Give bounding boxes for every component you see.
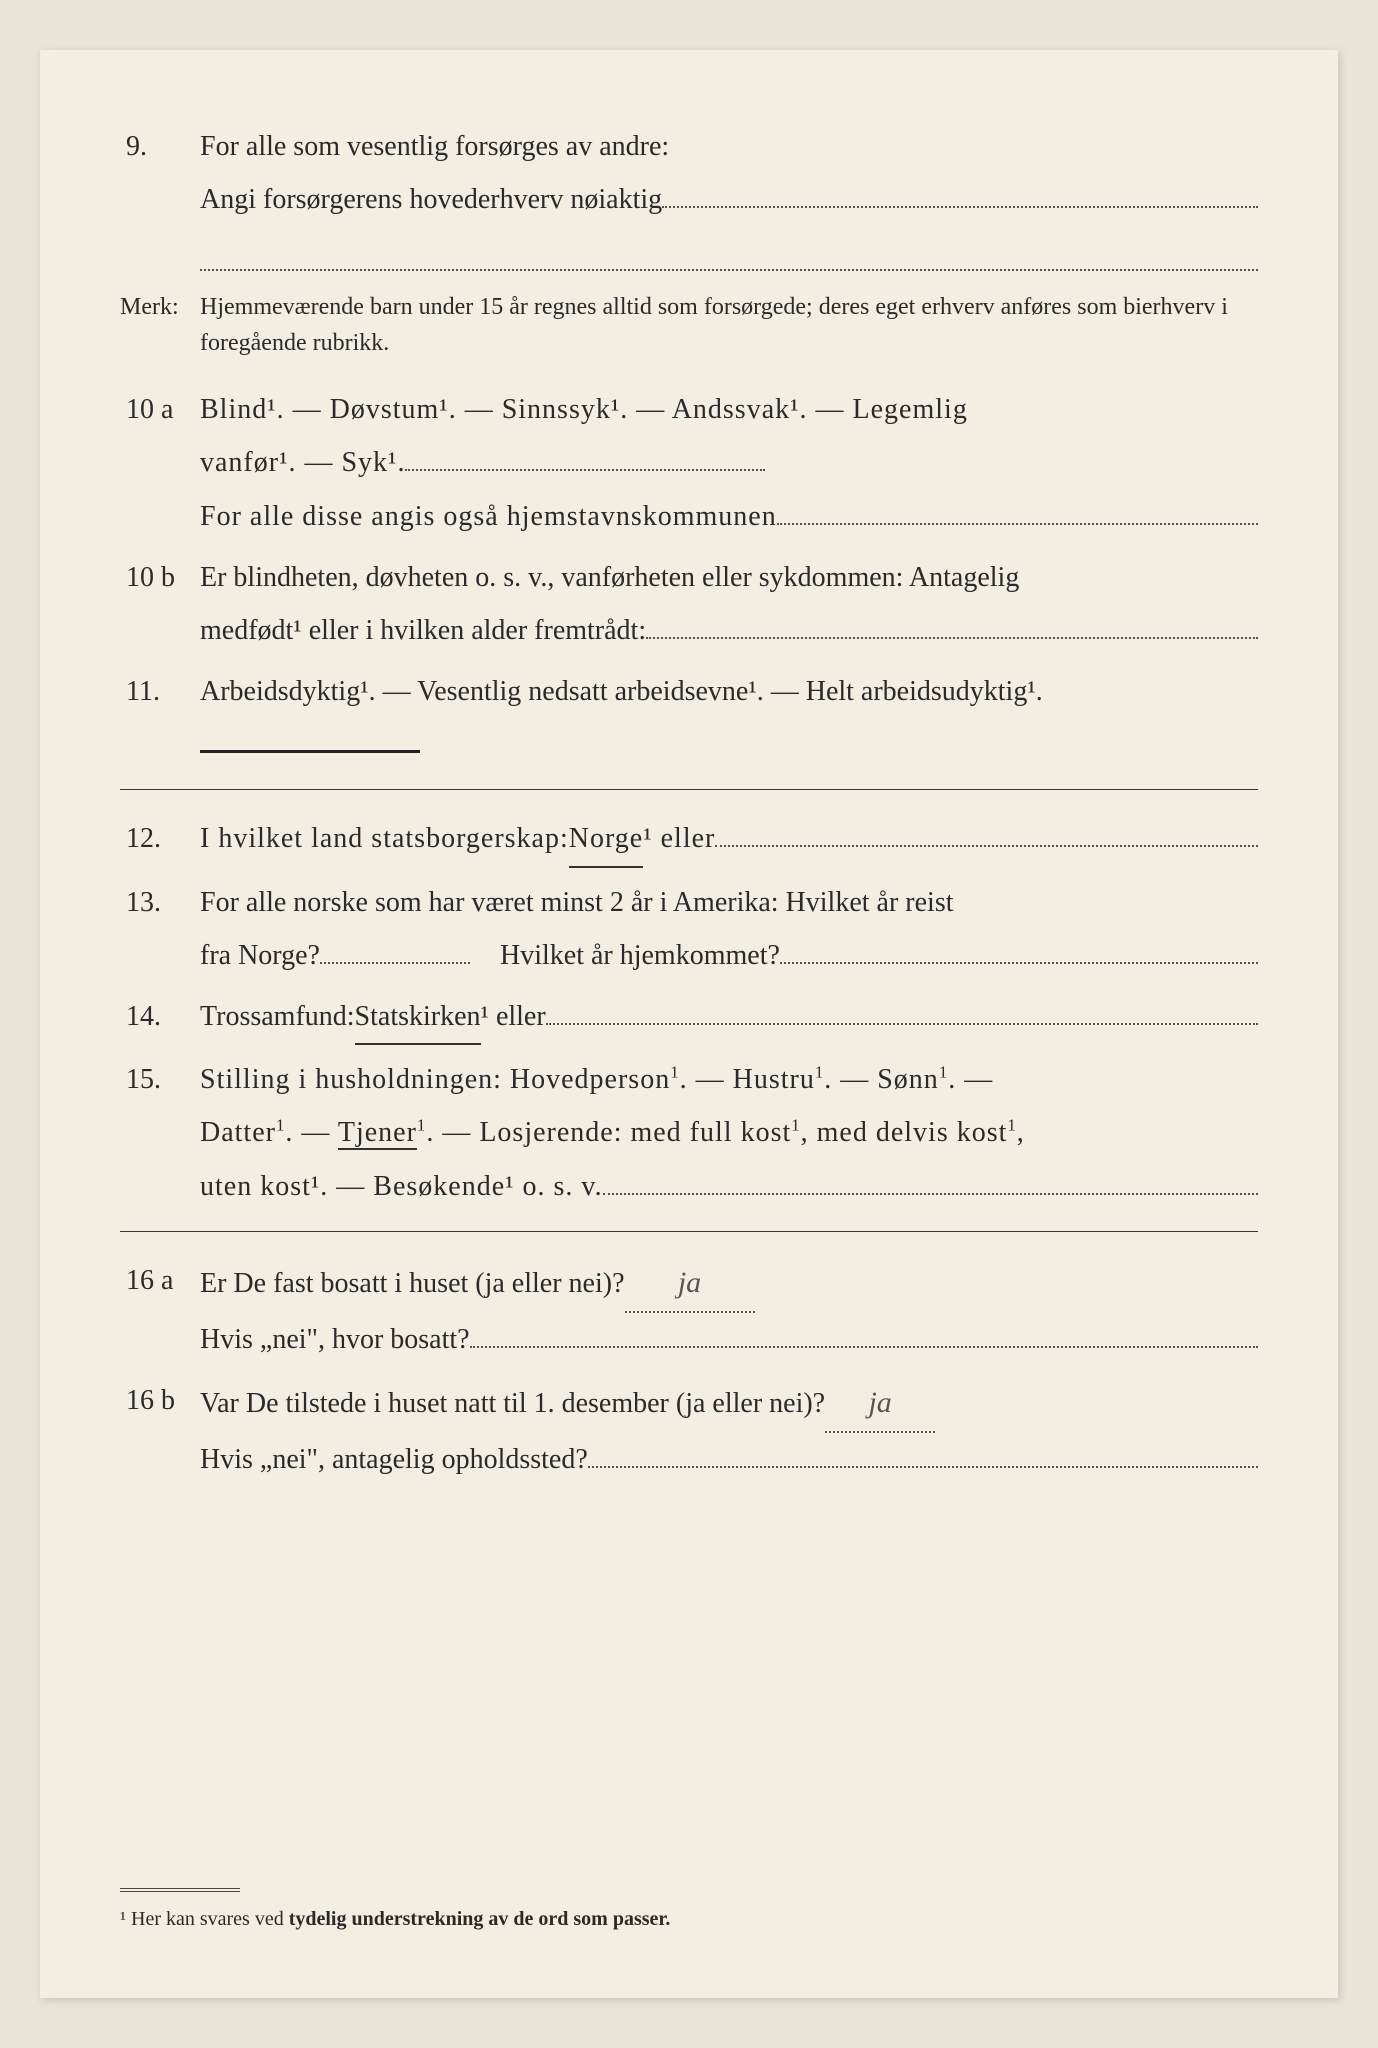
item-content: Blind¹. — Døvstum¹. — Sinnssyk¹. — Andss… <box>200 383 1258 543</box>
item-number: 14. <box>120 990 200 1045</box>
fill-line[interactable] <box>200 226 1258 271</box>
item-content: Var De tilstede i huset natt til 1. dese… <box>200 1374 1258 1486</box>
item-16b-q2-text: Hvis „nei", antagelig opholdssted? <box>200 1433 588 1486</box>
item-12-suffix: ¹ eller <box>643 812 715 865</box>
merk-note: Merk: Hjemmeværende barn under 15 år reg… <box>120 289 1258 361</box>
item-14-suffix: ¹ eller <box>481 990 546 1043</box>
item-13: 13. For alle norske som har været minst … <box>120 876 1258 982</box>
item-16a-q2-text: Hvis „nei", hvor bosatt? <box>200 1313 470 1366</box>
item-10a-line3: For alle disse angis også hjemstavnskomm… <box>200 490 1258 543</box>
item-10b-prefix: medfødt¹ eller i hvilken alder fremtrådt… <box>200 604 646 657</box>
item-number: 13. <box>120 876 200 982</box>
fill-line[interactable] <box>470 1346 1258 1348</box>
item-16a: 16 a Er De fast bosatt i huset (ja eller… <box>120 1254 1258 1366</box>
item-10a-options2: vanfør¹. — Syk¹. <box>200 436 1258 489</box>
item-content: Er blindheten, døvheten o. s. v., vanfør… <box>200 551 1258 657</box>
item-15-line3: uten kost¹. — Besøkende¹ o. s. v. <box>200 1160 1258 1213</box>
item-10a-l3: For alle disse angis også hjemstavnskomm… <box>200 490 777 543</box>
handwritten-answer: ja <box>868 1386 891 1419</box>
item-11: 11. Arbeidsdyktig¹. — Vesentlig nedsatt … <box>120 665 1258 771</box>
fill-line[interactable] <box>777 523 1258 525</box>
item-16a-q2: Hvis „nei", hvor bosatt? <box>200 1313 1258 1366</box>
footnote: ¹ Her kan svares ved tydelig understrekn… <box>120 1888 670 1938</box>
item-12: 12. I hvilket land statsborgerskap: Norg… <box>120 812 1258 867</box>
merk-text: Hjemmeværende barn under 15 år regnes al… <box>200 289 1258 361</box>
item-13-q2: Hvilket år hjemkommet? <box>500 929 780 982</box>
footnote-text: Her kan svares ved tydelig understreknin… <box>131 1908 670 1930</box>
fill-line[interactable] <box>662 206 1258 208</box>
item-content: I hvilket land statsborgerskap: Norge ¹ … <box>200 812 1258 867</box>
item-16b: 16 b Var De tilstede i huset natt til 1.… <box>120 1374 1258 1486</box>
item-16b-q1-text: Var De tilstede i huset natt til 1. dese… <box>200 1377 825 1430</box>
item-content: Er De fast bosatt i huset (ja eller nei)… <box>200 1254 1258 1366</box>
handwritten-answer: ja <box>678 1266 701 1299</box>
item-14: 14. Trossamfund: Statskirken ¹ eller <box>120 990 1258 1045</box>
divider <box>120 1231 1258 1232</box>
item-15-line1: Stilling i husholdningen: Hovedperson1. … <box>200 1053 1258 1106</box>
item-10a: 10 a Blind¹. — Døvstum¹. — Sinnssyk¹. — … <box>120 383 1258 543</box>
item-number: 10 b <box>120 551 200 657</box>
divider <box>120 789 1258 790</box>
item-16b-q2: Hvis „nei", antagelig opholdssted? <box>200 1433 1258 1486</box>
item-content: Arbeidsdyktig¹. — Vesentlig nedsatt arbe… <box>200 665 1258 771</box>
item-content: Stilling i husholdningen: Hovedperson1. … <box>200 1053 1258 1213</box>
footnote-separator <box>120 1888 240 1892</box>
item-content: For alle norske som har været minst 2 år… <box>200 876 1258 982</box>
fill-line[interactable] <box>715 845 1258 847</box>
item-9-line1: For alle som vesentlig forsørges av andr… <box>200 120 1258 173</box>
item-13-line1: For alle norske som har været minst 2 år… <box>200 876 1258 929</box>
fill-line[interactable] <box>603 1193 1258 1195</box>
fill-line[interactable] <box>405 469 765 471</box>
item-12-underlined: Norge <box>569 812 643 867</box>
item-number: 10 a <box>120 383 200 543</box>
item-13-q1: fra Norge? <box>200 929 320 982</box>
item-10a-opt2: vanfør¹. — Syk¹. <box>200 436 405 489</box>
item-13-line2: fra Norge? Hvilket år hjemkommet? <box>200 929 1258 982</box>
merk-label: Merk: <box>120 289 200 361</box>
underline-mark <box>200 750 420 753</box>
item-12-prefix: I hvilket land statsborgerskap: <box>200 812 569 865</box>
fill-line[interactable]: ja <box>625 1254 755 1313</box>
item-15-line2: Datter1. — Tjener1. — Losjerende: med fu… <box>200 1106 1258 1159</box>
item-content: Trossamfund: Statskirken ¹ eller <box>200 990 1258 1045</box>
item-number: 9. <box>120 120 200 271</box>
item-9: 9. For alle som vesentlig forsørges av a… <box>120 120 1258 271</box>
item-number: 16 a <box>120 1254 200 1366</box>
footnote-num: ¹ <box>120 1908 126 1930</box>
fill-line[interactable] <box>588 1466 1258 1468</box>
item-number: 15. <box>120 1053 200 1213</box>
fill-line[interactable]: ja <box>825 1374 935 1433</box>
item-number: 11. <box>120 665 200 771</box>
item-number: 12. <box>120 812 200 867</box>
item-11-text: Arbeidsdyktig¹. — Vesentlig nedsatt arbe… <box>200 665 1258 718</box>
item-16a-q1-text: Er De fast bosatt i huset (ja eller nei)… <box>200 1257 625 1310</box>
item-content: For alle som vesentlig forsørges av andr… <box>200 120 1258 271</box>
fill-line[interactable] <box>780 962 1258 964</box>
item-15-l3: uten kost¹. — Besøkende¹ o. s. v. <box>200 1160 603 1213</box>
item-9-line2: Angi forsørgerens hovederhverv nøiaktig <box>200 173 1258 226</box>
item-14-prefix: Trossamfund: <box>200 990 355 1043</box>
item-14-underlined: Statskirken <box>355 990 481 1045</box>
census-form-page: 9. For alle som vesentlig forsørges av a… <box>40 50 1338 1998</box>
item-16a-q1: Er De fast bosatt i huset (ja eller nei)… <box>200 1254 1258 1313</box>
item-10b-line1: Er blindheten, døvheten o. s. v., vanfør… <box>200 551 1258 604</box>
item-10a-options: Blind¹. — Døvstum¹. — Sinnssyk¹. — Andss… <box>200 383 1258 436</box>
fill-line[interactable] <box>646 637 1258 639</box>
item-15: 15. Stilling i husholdningen: Hovedperso… <box>120 1053 1258 1213</box>
fill-line[interactable] <box>546 1023 1258 1025</box>
fill-line[interactable] <box>320 962 470 964</box>
item-9-prefix: Angi forsørgerens hovederhverv nøiaktig <box>200 173 662 226</box>
item-10b: 10 b Er blindheten, døvheten o. s. v., v… <box>120 551 1258 657</box>
item-number: 16 b <box>120 1374 200 1486</box>
item-10b-line2: medfødt¹ eller i hvilken alder fremtrådt… <box>200 604 1258 657</box>
item-16b-q1: Var De tilstede i huset natt til 1. dese… <box>200 1374 1258 1433</box>
